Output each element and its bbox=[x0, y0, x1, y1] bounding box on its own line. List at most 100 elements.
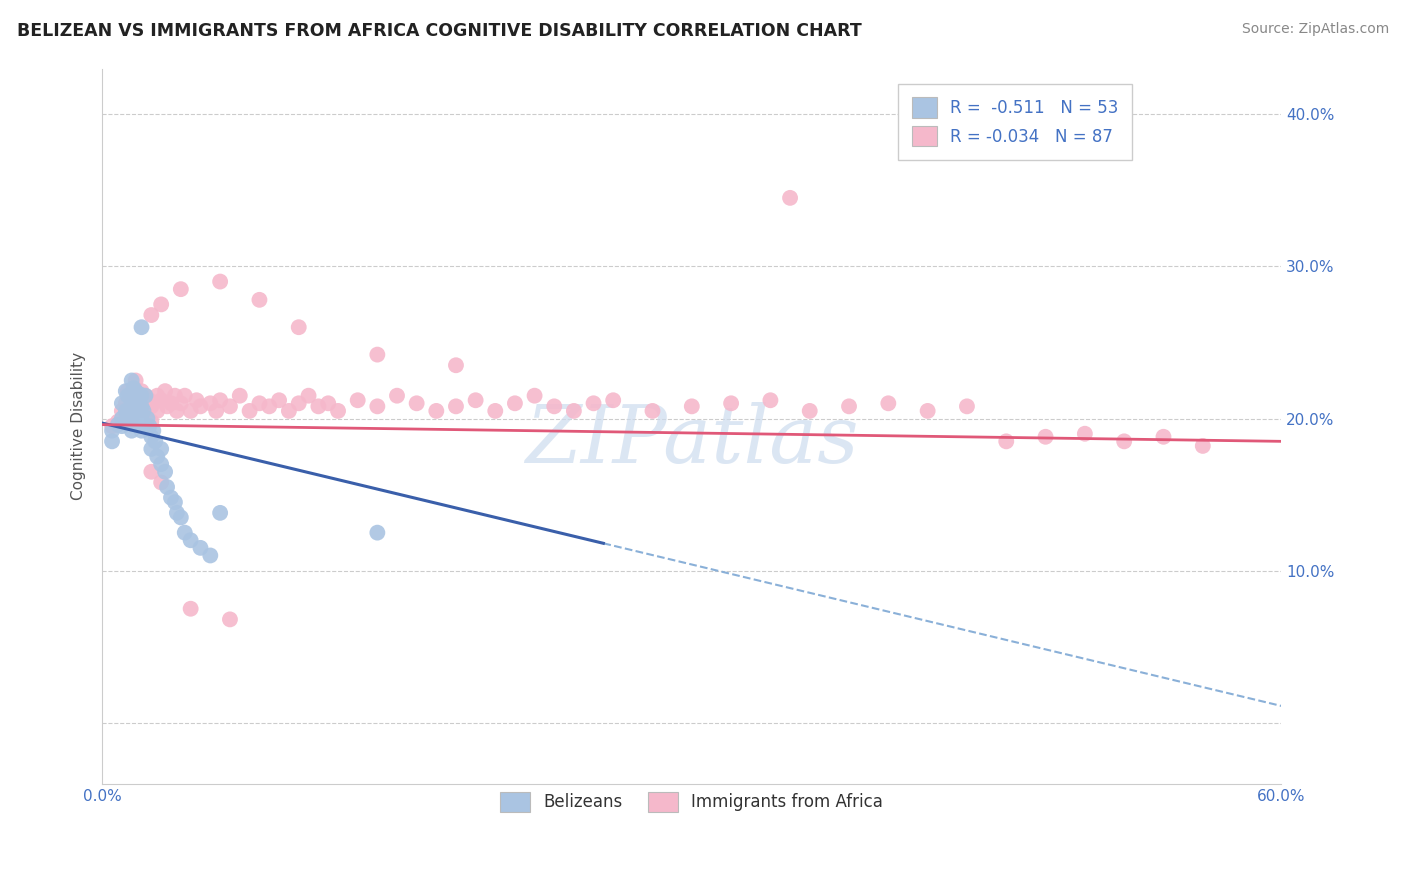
Point bbox=[366, 348, 388, 362]
Point bbox=[114, 396, 136, 410]
Point bbox=[267, 393, 290, 408]
Point bbox=[117, 384, 139, 398]
Point bbox=[117, 409, 139, 423]
Point bbox=[141, 400, 163, 414]
Point bbox=[190, 400, 212, 414]
Point bbox=[131, 320, 153, 334]
Point bbox=[138, 419, 160, 434]
Point bbox=[114, 404, 136, 418]
Point bbox=[124, 384, 146, 398]
Point bbox=[425, 404, 447, 418]
Point bbox=[297, 389, 319, 403]
Point bbox=[287, 396, 309, 410]
Point bbox=[163, 389, 186, 403]
Point bbox=[444, 358, 467, 372]
Point bbox=[838, 400, 860, 414]
Point bbox=[107, 415, 129, 429]
Point bbox=[114, 384, 136, 398]
Point bbox=[170, 396, 193, 410]
Point bbox=[316, 396, 339, 410]
Point bbox=[877, 396, 900, 410]
Legend: Belizeans, Immigrants from Africa: Belizeans, Immigrants from Africa bbox=[486, 779, 897, 825]
Point bbox=[150, 393, 173, 408]
Point bbox=[150, 297, 173, 311]
Point bbox=[117, 389, 139, 403]
Point bbox=[150, 457, 173, 471]
Point bbox=[141, 442, 163, 456]
Text: Source: ZipAtlas.com: Source: ZipAtlas.com bbox=[1241, 22, 1389, 37]
Point bbox=[127, 393, 149, 408]
Point bbox=[141, 308, 163, 322]
Point bbox=[277, 404, 299, 418]
Point bbox=[124, 374, 146, 388]
Point bbox=[156, 400, 179, 414]
Point bbox=[111, 411, 134, 425]
Point bbox=[219, 400, 242, 414]
Point bbox=[142, 424, 165, 438]
Point bbox=[111, 419, 134, 434]
Point bbox=[134, 404, 156, 418]
Point bbox=[101, 434, 124, 449]
Point bbox=[249, 396, 271, 410]
Point bbox=[111, 404, 134, 418]
Point bbox=[209, 275, 232, 289]
Point bbox=[107, 417, 129, 432]
Point bbox=[136, 411, 159, 425]
Point bbox=[190, 541, 212, 555]
Point bbox=[101, 424, 124, 438]
Point bbox=[121, 374, 143, 388]
Point bbox=[166, 404, 188, 418]
Point bbox=[209, 393, 232, 408]
Point bbox=[259, 400, 281, 414]
Point bbox=[681, 400, 703, 414]
Point bbox=[134, 389, 156, 403]
Point bbox=[1074, 426, 1097, 441]
Point bbox=[131, 384, 153, 398]
Point bbox=[160, 396, 183, 410]
Point bbox=[127, 404, 149, 418]
Point bbox=[307, 400, 329, 414]
Point bbox=[180, 404, 202, 418]
Point bbox=[128, 404, 150, 418]
Point bbox=[101, 419, 124, 434]
Text: BELIZEAN VS IMMIGRANTS FROM AFRICA COGNITIVE DISABILITY CORRELATION CHART: BELIZEAN VS IMMIGRANTS FROM AFRICA COGNI… bbox=[17, 22, 862, 40]
Point bbox=[205, 404, 228, 418]
Point bbox=[131, 424, 153, 438]
Point bbox=[160, 491, 183, 505]
Point bbox=[128, 387, 150, 401]
Point bbox=[444, 400, 467, 414]
Point bbox=[127, 415, 149, 429]
Point bbox=[121, 424, 143, 438]
Point bbox=[131, 396, 153, 410]
Point bbox=[366, 400, 388, 414]
Point bbox=[134, 419, 156, 434]
Point bbox=[200, 396, 222, 410]
Point bbox=[523, 389, 546, 403]
Point bbox=[239, 404, 262, 418]
Point bbox=[956, 400, 979, 414]
Point bbox=[366, 525, 388, 540]
Point bbox=[1114, 434, 1136, 449]
Point bbox=[143, 434, 166, 449]
Point bbox=[1035, 430, 1057, 444]
Point bbox=[122, 393, 145, 408]
Point bbox=[1153, 430, 1175, 444]
Point bbox=[346, 393, 368, 408]
Point bbox=[641, 404, 664, 418]
Point bbox=[219, 612, 242, 626]
Point bbox=[917, 404, 939, 418]
Point bbox=[131, 411, 153, 425]
Point bbox=[582, 396, 605, 410]
Point bbox=[131, 389, 153, 403]
Point bbox=[170, 510, 193, 524]
Point bbox=[249, 293, 271, 307]
Point bbox=[134, 389, 156, 403]
Point bbox=[229, 389, 252, 403]
Point bbox=[121, 404, 143, 418]
Point bbox=[121, 415, 143, 429]
Point bbox=[132, 404, 155, 418]
Point bbox=[121, 389, 143, 403]
Point bbox=[464, 393, 486, 408]
Point bbox=[326, 404, 349, 418]
Point bbox=[121, 389, 143, 403]
